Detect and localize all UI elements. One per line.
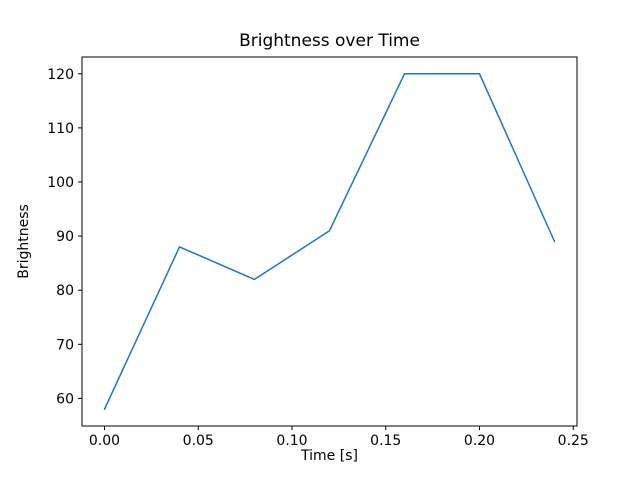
y-tick-label: 90	[56, 229, 74, 245]
y-tick-label: 60	[56, 391, 74, 407]
y-tick-label: 100	[47, 175, 74, 191]
y-tick-label: 110	[47, 121, 74, 137]
x-tick-label: 0.20	[464, 433, 495, 449]
y-tick-label: 70	[56, 337, 74, 353]
y-tick-label: 120	[47, 67, 74, 83]
x-tick-label: 0.25	[558, 433, 589, 449]
y-tick-label: 80	[56, 283, 74, 299]
chart-title: Brightness over Time	[239, 31, 420, 51]
x-tick-label: 0.15	[370, 433, 401, 449]
y-axis-label: Brightness	[16, 204, 32, 279]
plot-area: 0.00 0.05 0.10 0.15 0.20 0.25 60 70 80 90 100 110 12…	[47, 56, 589, 449]
data-line-brightness	[103, 73, 556, 410]
plot-border	[81, 56, 578, 427]
x-tick-label: 0.05	[183, 433, 214, 449]
x-tick-label: 0.00	[89, 433, 120, 449]
x-axis-label: Time [s]	[300, 448, 358, 464]
x-tick-label: 0.10	[276, 433, 307, 449]
